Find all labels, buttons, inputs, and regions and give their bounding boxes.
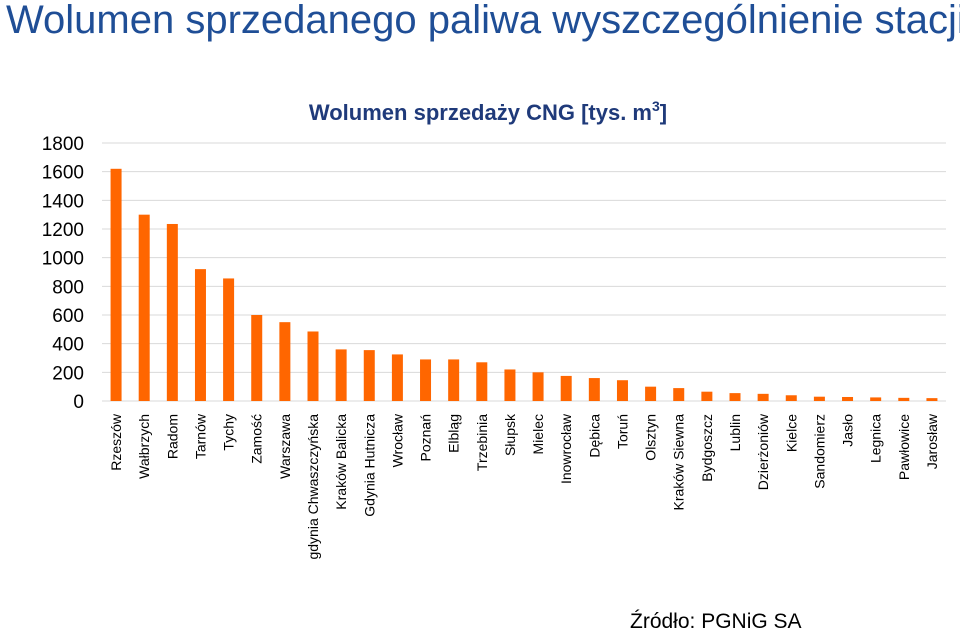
x-tick-label: Sandomierz	[811, 414, 827, 489]
y-tick-label: 600	[52, 306, 84, 327]
chart-title: Wolumen sprzedaży CNG [tys. m3]	[309, 98, 667, 125]
x-tick-label: Pawłowice	[896, 414, 912, 480]
gridlines	[102, 142, 946, 402]
x-tick-label: gdynia Chwaszczyńska	[305, 414, 321, 560]
bar	[673, 388, 685, 401]
bar	[560, 375, 572, 401]
x-tick-label: Olsztyn	[643, 414, 659, 461]
x-tick-label: Rzeszów	[108, 413, 124, 471]
x-tick-label: Dębica	[586, 414, 602, 458]
x-tick-label: Dzierżoniów	[755, 413, 771, 490]
y-tick-label: 1800	[42, 134, 84, 155]
bar	[279, 322, 291, 401]
bar	[504, 369, 516, 401]
bar	[194, 269, 206, 401]
bar	[588, 378, 600, 401]
bar	[616, 380, 628, 401]
bar	[532, 372, 544, 401]
x-tick-label: Mielec	[530, 414, 546, 454]
chart-title-main: Wolumen sprzedaży CNG [tys. m	[309, 100, 652, 125]
bar	[335, 349, 347, 401]
x-tick-label: Gdynia Hutnicza	[361, 414, 377, 517]
slide-title: Wolumen sprzedanego paliwa wyszczególnie…	[6, 0, 960, 42]
x-tick-label: Radom	[164, 414, 180, 459]
x-tick-label: Poznań	[418, 414, 434, 461]
x-tick-label: Tarnów	[192, 413, 208, 459]
x-tick-label: Tychy	[221, 414, 237, 451]
x-axis: Rzeszów Wałbrzych Radom Tarnów Tychy Zamość Wa…	[108, 413, 940, 560]
bar	[842, 396, 854, 401]
bar	[420, 359, 432, 401]
y-tick-label: 200	[52, 363, 84, 384]
source-note: Źródło: PGNiG SA	[630, 610, 802, 633]
x-tick-label: Lublin	[727, 414, 743, 451]
bar	[757, 393, 769, 401]
y-tick-label: 1200	[42, 220, 84, 241]
bar	[729, 393, 741, 401]
chart-title-superscript: 3	[652, 98, 660, 114]
x-tick-label: Słupsk	[502, 413, 518, 456]
x-tick-label: Warszawa	[277, 414, 293, 479]
bar	[898, 397, 910, 401]
bar	[166, 223, 178, 401]
x-tick-label: Wrocław	[389, 413, 405, 467]
x-tick-label: Legnica	[868, 414, 884, 463]
bar	[813, 396, 825, 401]
x-tick-label: Kielce	[783, 414, 799, 452]
bar	[870, 397, 882, 401]
x-tick-label: Inowrocław	[558, 413, 574, 484]
bar	[448, 359, 460, 401]
x-tick-label: Kraków Siewna	[671, 414, 687, 511]
y-tick-label: 1000	[42, 249, 84, 270]
bar	[251, 315, 263, 401]
x-tick-label: Toruń	[614, 414, 630, 449]
x-tick-label: Wałbrzych	[136, 414, 152, 479]
bar	[701, 391, 713, 401]
x-tick-label: Elbląg	[446, 414, 462, 453]
bar	[785, 395, 797, 401]
y-tick-label: 1400	[42, 191, 84, 212]
bar	[307, 331, 319, 401]
bar	[645, 386, 657, 401]
y-tick-label: 400	[52, 335, 84, 356]
x-tick-label: Bydgoszcz	[699, 414, 715, 482]
y-tick-label: 0	[73, 392, 84, 413]
bar	[926, 398, 938, 401]
x-tick-label: Jasło	[840, 414, 856, 447]
bar	[138, 214, 150, 401]
bar	[110, 168, 122, 401]
y-axis: 0 200 400 600 800 1000 1200 1400 1600 1800	[42, 134, 84, 413]
bars	[110, 168, 938, 401]
x-tick-label: Jarosław	[924, 413, 940, 469]
x-tick-label: Zamość	[249, 414, 265, 464]
y-tick-label: 800	[52, 277, 84, 298]
bar	[476, 362, 488, 401]
bar	[363, 350, 375, 401]
y-tick-label: 1600	[42, 163, 84, 184]
x-tick-label: Trzebinia	[474, 414, 490, 471]
x-tick-label: Kraków Balicka	[333, 414, 349, 510]
bar	[223, 278, 235, 401]
chart-title-suffix: ]	[660, 100, 667, 125]
bar	[391, 354, 403, 401]
